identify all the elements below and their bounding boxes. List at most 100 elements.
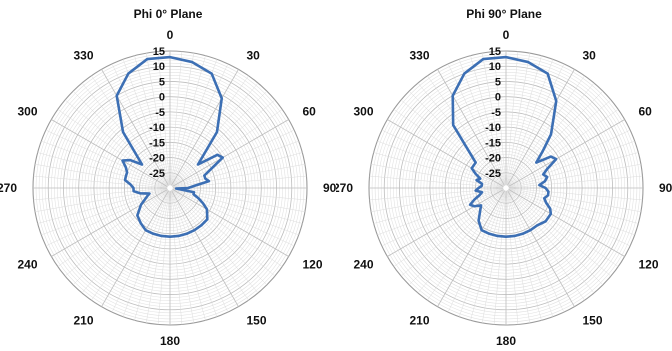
grid-spoke	[508, 189, 631, 247]
grid-spoke	[170, 53, 195, 186]
grid-spoke	[506, 190, 542, 321]
angle-tick-label: 330	[73, 49, 93, 63]
angle-tick-label: 330	[409, 49, 429, 63]
angle-tick-label: 150	[583, 314, 603, 328]
radial-tick-label: 10	[153, 61, 165, 73]
grid-spoke	[172, 129, 295, 187]
grid-spoke	[508, 140, 635, 188]
angle-tick-label: 180	[496, 334, 516, 348]
radial-tick-label: -10	[149, 122, 165, 134]
polar-grid	[368, 50, 644, 326]
angle-tick-label: 90	[659, 181, 672, 195]
grid-spoke	[506, 51, 519, 185]
grid-spoke	[72, 189, 169, 286]
radial-tick-label: 5	[159, 76, 165, 88]
grid-spoke	[427, 75, 505, 186]
grid-spoke	[508, 152, 639, 188]
grid-spoke	[170, 51, 183, 185]
grid-spoke	[172, 189, 276, 277]
grid-spoke	[481, 53, 506, 186]
radial-tick-label: -10	[485, 122, 501, 134]
grid-spoke	[507, 189, 604, 286]
grid-spoke	[470, 190, 506, 321]
grid-spoke	[81, 190, 169, 294]
grid-spoke	[508, 163, 641, 188]
angle-tick-label: 0	[167, 28, 174, 42]
angle-tick-label: 60	[639, 105, 653, 119]
grid-spoke	[170, 190, 206, 321]
grid-spoke	[507, 190, 575, 307]
grid-spoke	[171, 90, 268, 187]
grid-spoke	[509, 188, 643, 201]
grid-spoke	[173, 188, 307, 201]
grid-spoke	[508, 189, 619, 267]
grid-spoke	[369, 188, 503, 201]
grid-spoke	[172, 163, 305, 188]
grid-spoke	[400, 189, 504, 277]
polar-grid	[32, 50, 308, 326]
grid-spoke	[381, 189, 504, 247]
grid-spoke	[437, 190, 505, 307]
chart-title: Phi 0° Plane	[133, 7, 203, 21]
grid-spoke	[493, 191, 506, 325]
angle-tick-label: 120	[639, 258, 659, 272]
angle-tick-label: 240	[353, 258, 373, 272]
grid-spoke	[33, 188, 167, 201]
grid-spoke	[170, 55, 206, 186]
grid-spoke	[101, 190, 169, 307]
grid-spoke	[172, 152, 303, 188]
polar-plot-svg: 15 10 5 0 -5 -10 -15 -20 -25 0 30 60 90 120 150 180 210 2…	[0, 28, 336, 348]
grid-spoke	[57, 189, 168, 267]
angle-tick-label: 210	[409, 314, 429, 328]
grid-spoke	[170, 191, 183, 325]
grid-spoke	[91, 190, 169, 301]
grid-spoke	[437, 69, 505, 186]
angle-tick-label: 180	[160, 334, 180, 348]
grid-spoke	[400, 99, 504, 187]
grid-spoke	[64, 99, 168, 187]
angle-tick-label: 210	[73, 314, 93, 328]
grid-spoke	[51, 119, 168, 187]
radial-tick-label: 15	[153, 46, 165, 58]
angle-tick-label: 120	[303, 258, 323, 272]
grid-spoke	[171, 190, 229, 313]
chart-title: Phi 90° Plane	[466, 7, 542, 21]
grid-spoke	[170, 190, 195, 323]
grid-spoke	[51, 189, 168, 257]
radial-tick-label: 0	[495, 92, 501, 104]
chart-phi-90-plane: Phi 90° Plane 15 10 5 0 -5 -10 -15 -20 -25 0 30 60 9…	[336, 0, 672, 351]
grid-spoke	[171, 63, 229, 186]
grid-spoke	[408, 90, 505, 187]
series-line	[115, 55, 225, 239]
grid-spoke	[508, 99, 612, 187]
grid-spoke	[393, 109, 504, 187]
grid-spoke	[170, 190, 218, 317]
grid-spoke	[72, 90, 169, 187]
radial-tick-label: -20	[485, 153, 501, 165]
angle-tick-label: 90	[323, 181, 336, 195]
angle-tick-label: 0	[503, 28, 510, 42]
grid-spoke	[387, 189, 504, 257]
grid-spoke	[506, 55, 542, 186]
grid-spoke	[122, 190, 170, 317]
angle-tick-label: 300	[17, 105, 37, 119]
grid-spoke	[508, 188, 641, 213]
grid-spoke	[171, 190, 239, 307]
grid-spoke	[172, 109, 283, 187]
angle-tick-label: 30	[247, 49, 261, 63]
grid-spoke	[171, 189, 268, 286]
grid-spoke	[458, 190, 506, 317]
radial-tick-label: 5	[495, 76, 501, 88]
grid-spoke	[57, 109, 168, 187]
grid-spoke	[377, 140, 504, 188]
grid-spoke	[507, 63, 565, 186]
grid-spoke	[134, 55, 170, 186]
grid-spoke	[408, 189, 505, 286]
grid-spoke	[481, 190, 506, 323]
grid-spoke	[507, 69, 575, 186]
grid-spoke	[377, 188, 504, 236]
radial-tick-label: 0	[159, 92, 165, 104]
angle-tick-label: 270	[336, 181, 353, 195]
grid-spoke	[35, 163, 168, 188]
grid-spoke	[508, 188, 635, 236]
